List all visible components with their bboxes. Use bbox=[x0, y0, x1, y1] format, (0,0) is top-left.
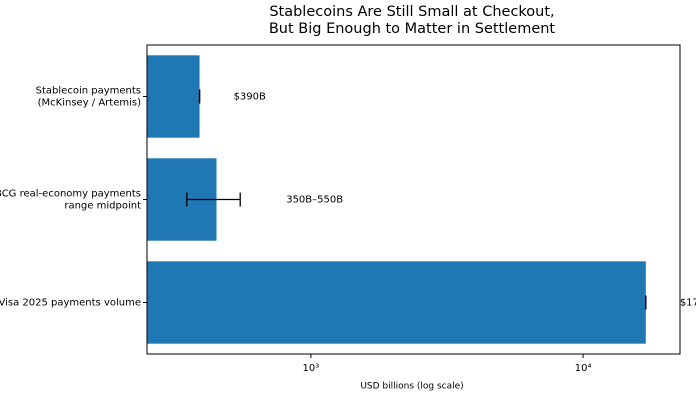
x-axis-label: USD billions (log scale) bbox=[360, 382, 463, 392]
y-tick-label: range midpoint bbox=[64, 201, 141, 212]
y-tick-label: BCG real-economy payments bbox=[0, 189, 141, 200]
value-label: $390B bbox=[234, 92, 266, 103]
value-label: $17T bbox=[680, 298, 696, 309]
x-tick-label: 10³ bbox=[303, 363, 320, 374]
chart-title: But Big Enough to Matter in Settlement bbox=[269, 21, 556, 37]
y-tick-label: Visa 2025 payments volume bbox=[0, 298, 141, 309]
bar bbox=[147, 55, 200, 138]
bar bbox=[147, 261, 646, 344]
y-tick-label: (McKinsey / Artemis) bbox=[38, 98, 141, 109]
chart-title: Stablecoins Are Still Small at Checkout, bbox=[269, 4, 554, 20]
y-tick-label: Stablecoin payments bbox=[36, 86, 141, 97]
plot-frame bbox=[146, 44, 681, 355]
value-label: 350B–550B bbox=[286, 195, 343, 206]
x-tick-label: 10⁴ bbox=[575, 363, 592, 374]
